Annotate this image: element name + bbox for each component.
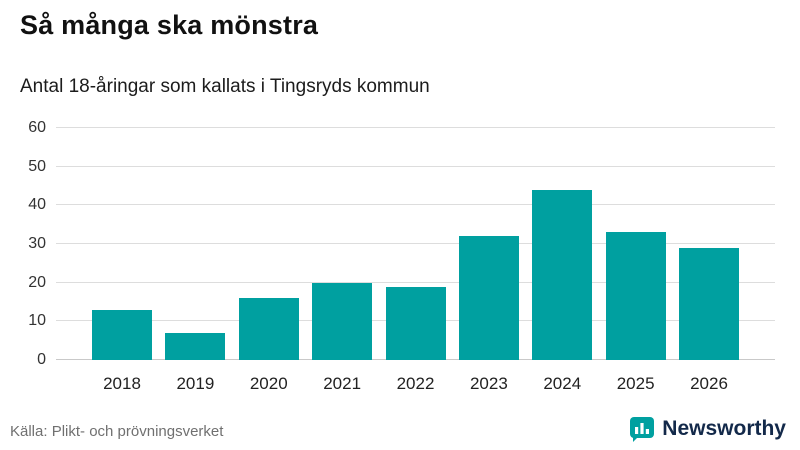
bars-container <box>56 128 775 360</box>
bar-2025 <box>605 232 666 360</box>
x-tick-label-2026: 2026 <box>690 374 728 393</box>
newsworthy-logo: Newsworthy <box>629 416 786 442</box>
y-tick-label-20: 20 <box>28 273 46 291</box>
x-tick-label-2023: 2023 <box>469 374 508 393</box>
bar-2021 <box>312 282 373 360</box>
bar-2020 <box>238 298 299 360</box>
bar-2026 <box>679 247 739 360</box>
page-title: Så många ska mönstra <box>20 10 319 40</box>
gridline-40 <box>56 204 775 206</box>
y-axis-labels: 0 10 20 30 40 50 60 <box>0 119 46 368</box>
y-tick-label-40: 40 <box>28 196 46 214</box>
bar-2022 <box>385 286 446 360</box>
bar-2024 <box>532 189 593 360</box>
bar-2019 <box>165 332 226 360</box>
x-tick-label-2021: 2021 <box>323 374 362 393</box>
x-tick-label-2020: 2020 <box>249 374 288 393</box>
gridline-60 <box>56 127 775 128</box>
y-tick-label-60: 60 <box>28 119 46 136</box>
y-tick-label-30: 30 <box>28 235 46 252</box>
x-tick-label-2025: 2025 <box>616 374 655 393</box>
gridline-30 <box>56 243 775 244</box>
source-note: Källa: Plikt- och prövningsverket <box>10 423 224 440</box>
bar-chart: 0 10 20 30 40 50 60 2018 2019 2020 2021 2022 2023 20… <box>0 118 800 393</box>
x-tick-label-2019: 2019 <box>176 374 215 393</box>
bar-2018 <box>92 309 152 360</box>
y-tick-label-10: 10 <box>28 312 46 330</box>
x-tick-label-2024: 2024 <box>543 374 582 393</box>
x-tick-label-2018: 2018 <box>103 374 141 393</box>
x-axis-labels: 2018 2019 2020 2021 2022 2023 2024 2025 2026 <box>56 366 775 393</box>
newsworthy-chart-icon <box>629 416 655 442</box>
newsworthy-wordmark: Newsworthy <box>662 417 786 440</box>
y-tick-label-0: 0 <box>37 351 46 368</box>
x-tick-label-2022: 2022 <box>396 374 435 393</box>
y-tick-label-50: 50 <box>28 157 46 175</box>
plot-area <box>56 127 775 360</box>
chart-subtitle: Antal 18-åringar som kallats i Tingsryds… <box>20 76 430 97</box>
bar-2023 <box>458 236 519 360</box>
gridline-20 <box>56 281 775 283</box>
gridline-50 <box>56 165 775 167</box>
